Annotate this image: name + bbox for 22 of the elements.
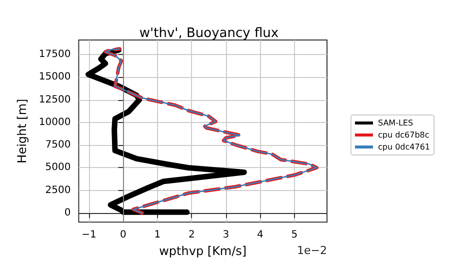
y-tick-label: 15000 [38, 72, 71, 83]
x-tick-label: 4 [257, 230, 264, 241]
chart-title: w'thv', Buoyancy flux [139, 26, 279, 41]
legend-label: SAM-LES [378, 118, 414, 128]
y-tick-label: 10000 [38, 116, 71, 128]
y-tick-label: 7500 [45, 140, 71, 151]
y-tick-label: 0 [64, 208, 71, 219]
x-tick-label: 1 [154, 230, 161, 241]
text: 1e−2 [297, 244, 328, 257]
y-tick-label: 17500 [38, 48, 71, 60]
y-tick-label: 5000 [45, 162, 71, 174]
y-axis-title: Height [m] [15, 98, 29, 164]
x-tick-label: 0 [120, 230, 126, 241]
y-tick-label: 12500 [38, 94, 71, 106]
x-tick-label: 2 [188, 230, 195, 241]
y-tick-label: 2500 [45, 184, 71, 196]
x-axis-title: wpthvp [Km/s] [159, 244, 247, 258]
legend-label: cpu 0dc4761 [378, 142, 430, 152]
x-tick-label: 5 [291, 230, 298, 241]
x-tick-label: 3 [222, 230, 230, 241]
x-tick-label: −1 [82, 230, 96, 241]
legend-label: cpu dc67b8c [378, 130, 430, 140]
